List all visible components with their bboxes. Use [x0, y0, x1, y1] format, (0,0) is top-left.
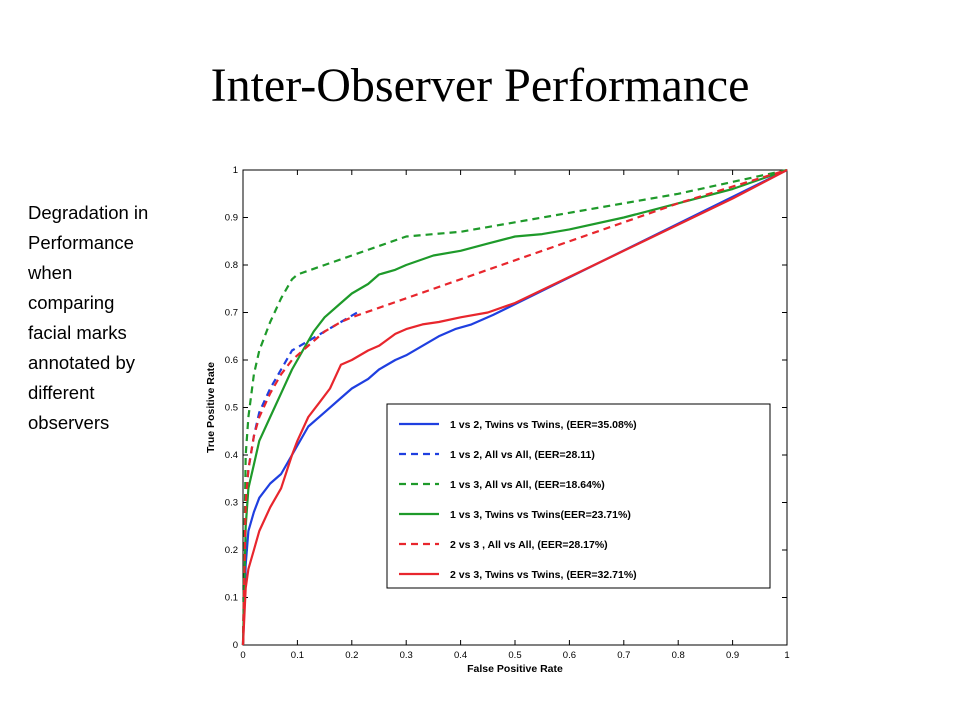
y-tick-label: 0.3 [225, 498, 238, 509]
y-tick-label: 0.8 [225, 260, 238, 271]
side-note-line: Degradation in [28, 202, 149, 223]
x-tick-label: 0.5 [508, 650, 521, 661]
x-tick-label: 0.4 [454, 650, 467, 661]
side-note-line: observers [28, 412, 110, 433]
y-tick-label: 0.2 [225, 545, 238, 556]
side-note-line: facial marks [28, 322, 127, 343]
y-tick-label: 1 [233, 165, 238, 176]
legend-label: 1 vs 2, All vs All, (EER=28.11) [450, 449, 595, 461]
y-tick-label: 0.9 [225, 213, 238, 224]
side-note-line: different [28, 382, 95, 403]
y-tick-label: 0.5 [225, 403, 238, 414]
side-note-line: annotated by [28, 352, 135, 373]
y-tick-label: 0.6 [225, 355, 238, 366]
legend-box [386, 403, 771, 589]
y-tick-label: 0 [233, 640, 238, 651]
series-line [241, 169, 788, 646]
y-tick-label: 0.4 [225, 450, 238, 461]
legend-label: 1 vs 3, Twins vs Twins(EER=23.71%) [450, 509, 631, 521]
series-line [241, 168, 788, 646]
x-tick-label: 1 [784, 650, 789, 661]
series-line [241, 168, 788, 646]
series-line [241, 168, 788, 646]
legend-label: 1 vs 2, Twins vs Twins, (EER=35.08%) [450, 419, 637, 431]
series-line [241, 169, 788, 646]
x-axis-title: False Positive Rate [467, 663, 563, 675]
y-axis-title: True Positive Rate [205, 362, 217, 453]
legend-label: 1 vs 3, All vs All, (EER=18.64%) [450, 479, 605, 491]
side-note: Degradation in Performance when comparin… [28, 198, 198, 438]
side-note-line: comparing [28, 292, 115, 313]
x-tick-label: 0.1 [291, 650, 304, 661]
x-tick-label: 0.8 [672, 650, 685, 661]
x-tick-label: 0.9 [726, 650, 739, 661]
side-note-line: Performance [28, 232, 134, 253]
x-tick-label: 0.7 [617, 650, 630, 661]
x-tick-label: 0.6 [563, 650, 576, 661]
legend-label: 2 vs 3, Twins vs Twins, (EER=32.71%) [450, 569, 637, 581]
x-tick-label: 0.2 [345, 650, 358, 661]
x-tick-label: 0.3 [400, 650, 413, 661]
y-tick-label: 0.1 [225, 593, 238, 604]
x-tick-label: 0 [240, 650, 245, 661]
legend-label: 2 vs 3 , All vs All, (EER=28.17%) [450, 539, 608, 551]
y-tick-label: 0.7 [225, 308, 238, 319]
side-note-line: when [28, 262, 73, 283]
slide-title: Inter-Observer Performance [210, 59, 750, 112]
